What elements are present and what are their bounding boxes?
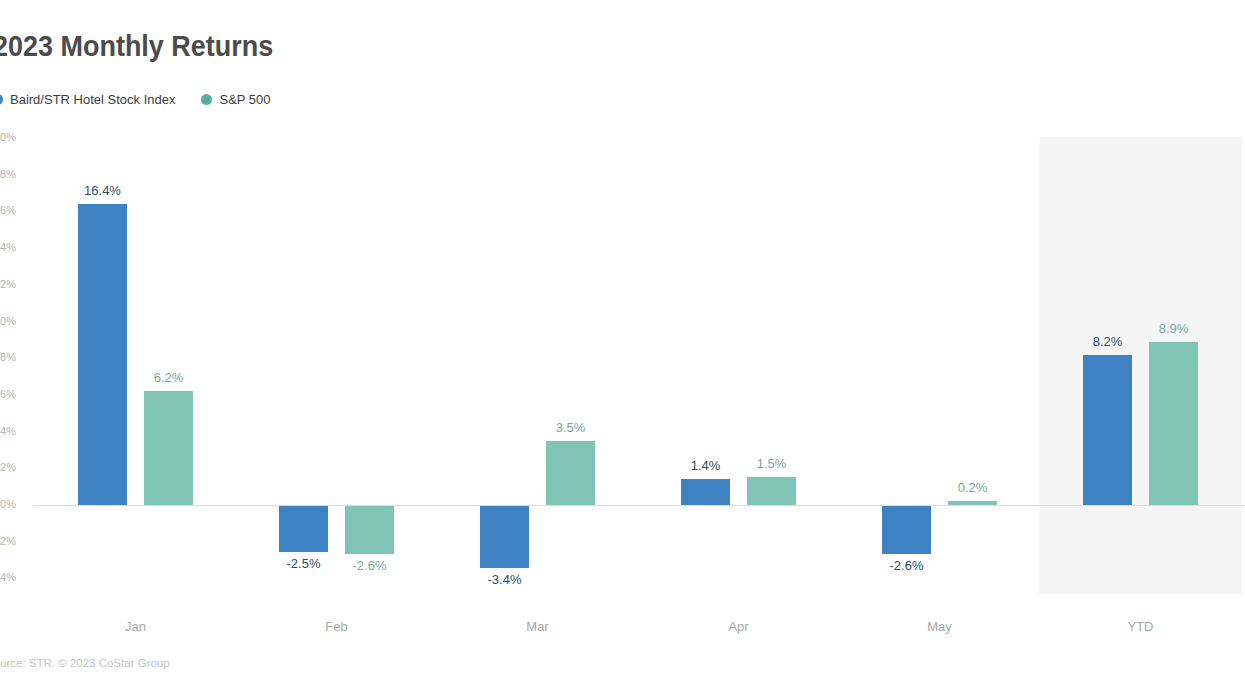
y-axis-tick-label: 6%: [0, 387, 16, 402]
x-axis-label-mar: Mar: [493, 619, 583, 634]
x-axis-label-apr: Apr: [694, 619, 784, 634]
x-axis-label-jan: Jan: [91, 619, 181, 634]
bar-value-label-sp500-ytd: 8.9%: [1142, 321, 1206, 336]
y-axis-tick-label: 10%: [0, 314, 16, 329]
bar-value-label-sp500-mar: 3.5%: [539, 420, 603, 435]
bar-value-label-hotel-index-mar: -3.4%: [473, 572, 537, 587]
y-axis-tick-label: 20%: [0, 130, 16, 145]
bar-hotel-index-ytd: [1083, 355, 1132, 505]
y-axis-tick-label: 18%: [0, 167, 16, 182]
y-axis-tick-label: -2%: [0, 534, 16, 549]
y-axis-tick-label: 12%: [0, 277, 16, 292]
bar-value-label-hotel-index-may: -2.6%: [875, 558, 939, 573]
bar-hotel-index-mar: [480, 506, 529, 568]
bar-sp500-jan: [144, 391, 193, 505]
x-axis-label-may: May: [895, 619, 985, 634]
bar-sp500-apr: [747, 477, 796, 505]
bar-hotel-index-jan: [78, 204, 127, 505]
bar-value-label-hotel-index-feb: -2.5%: [272, 556, 336, 571]
bar-sp500-mar: [546, 441, 595, 505]
bar-value-label-sp500-may: 0.2%: [941, 480, 1005, 495]
bar-value-label-hotel-index-jan: 16.4%: [71, 183, 135, 198]
y-axis-tick-label: 8%: [0, 350, 16, 365]
chart-container: 2023 Monthly Returns Baird/STR Hotel Sto…: [0, 0, 1245, 700]
bar-value-label-hotel-index-apr: 1.4%: [674, 458, 738, 473]
y-axis-tick-label: -4%: [0, 570, 16, 585]
y-axis-tick-label: 14%: [0, 240, 16, 255]
y-axis-tick-label: 4%: [0, 424, 16, 439]
y-axis-tick-label: 16%: [0, 203, 16, 218]
bar-sp500-ytd: [1149, 342, 1198, 505]
zero-axis-line: [33, 505, 1245, 506]
source-attribution: Source: STR. © 2023 CoStar Group: [0, 657, 170, 669]
bar-value-label-hotel-index-ytd: 8.2%: [1076, 334, 1140, 349]
bar-sp500-feb: [345, 506, 394, 554]
bar-hotel-index-apr: [681, 479, 730, 505]
plot-area: 20% 18% 16% 14% 12% 10% 8% 6% 4% 2% 0% -2% -4% 16.4% 6…: [0, 0, 1245, 700]
bar-value-label-sp500-jan: 6.2%: [137, 370, 201, 385]
y-axis-tick-label: 0%: [0, 497, 16, 512]
bar-value-label-sp500-feb: -2.6%: [338, 558, 402, 573]
x-axis-label-ytd: YTD: [1096, 619, 1186, 634]
bar-hotel-index-feb: [279, 506, 328, 552]
y-axis-tick-label: 2%: [0, 460, 16, 475]
bar-sp500-may: [948, 501, 997, 505]
bar-value-label-sp500-apr: 1.5%: [740, 456, 804, 471]
x-axis-label-feb: Feb: [292, 619, 382, 634]
ytd-highlight-panel: [1039, 137, 1242, 594]
bar-hotel-index-may: [882, 506, 931, 554]
